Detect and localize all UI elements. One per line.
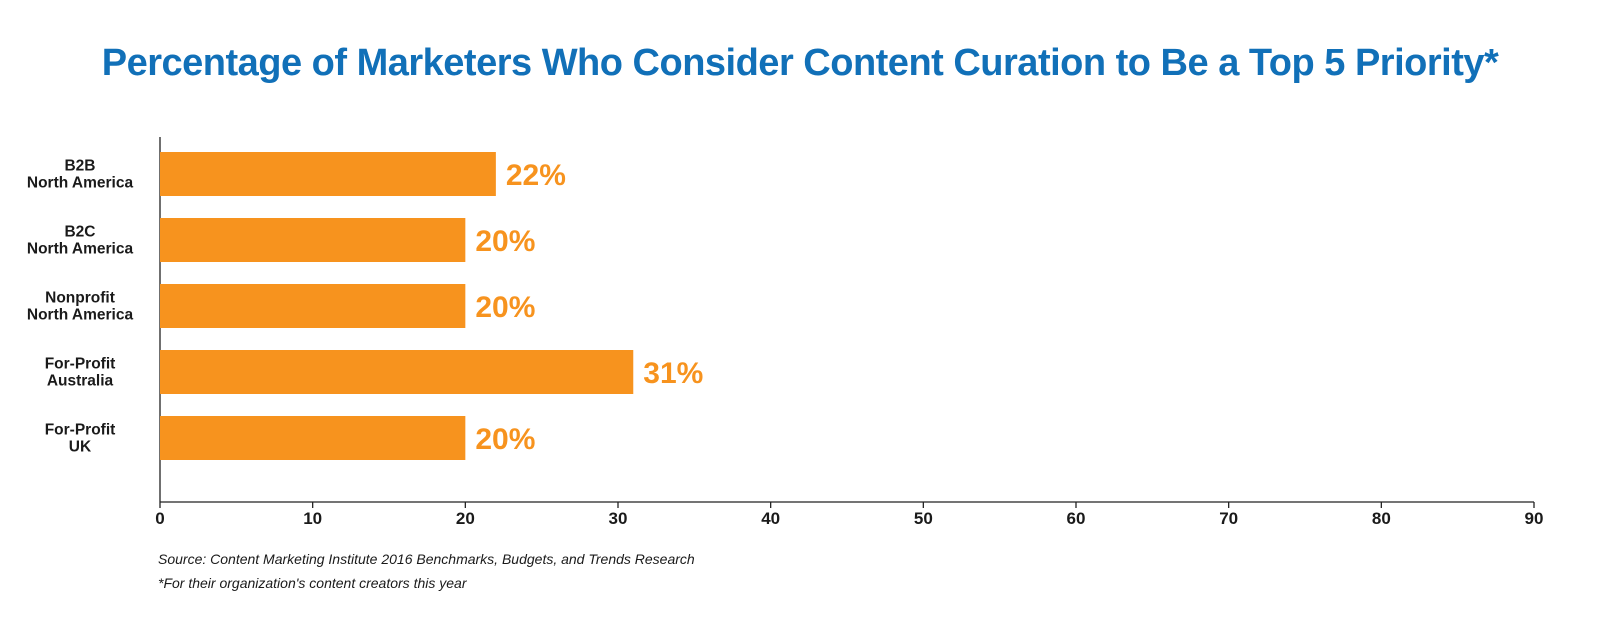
x-tick-label: 40 xyxy=(761,509,780,528)
value-label: 22% xyxy=(506,159,566,192)
value-label: 20% xyxy=(475,225,535,258)
x-tick-label: 90 xyxy=(1525,509,1544,528)
x-tick-label: 60 xyxy=(1067,509,1086,528)
bar xyxy=(160,218,466,262)
footnote: *For their organization's content creato… xyxy=(158,575,467,591)
category-label-line: For-Profit xyxy=(45,356,116,373)
category-label: B2C North America xyxy=(27,224,134,258)
x-tick-label: 10 xyxy=(303,509,322,528)
category-label-line: For-Profit xyxy=(45,422,116,439)
category-label: For-Profit UK xyxy=(45,422,116,456)
category-label-line: North America xyxy=(27,307,134,324)
category-label: Nonprofit North America xyxy=(27,290,134,324)
value-label: 20% xyxy=(475,423,535,456)
category-label-line: UK xyxy=(69,439,92,456)
category-label-line: North America xyxy=(27,175,134,192)
value-label: 31% xyxy=(643,357,703,390)
bar xyxy=(160,152,496,196)
x-tick-label: 70 xyxy=(1219,509,1238,528)
bar xyxy=(160,416,466,460)
x-tick-label: 80 xyxy=(1372,509,1391,528)
category-label: B2B North America xyxy=(27,158,134,192)
chart-title: Percentage of Marketers Who Consider Con… xyxy=(101,42,1499,84)
x-tick-label: 0 xyxy=(155,509,164,528)
x-tick-label: 20 xyxy=(456,509,475,528)
x-tick-label: 30 xyxy=(609,509,628,528)
category-label-line: B2C xyxy=(64,224,95,241)
source-note: Source: Content Marketing Institute 2016… xyxy=(158,551,695,567)
value-label: 20% xyxy=(475,291,535,324)
category-label-line: Nonprofit xyxy=(45,290,115,307)
category-label-line: B2B xyxy=(64,158,95,175)
category-label-line: North America xyxy=(27,241,134,258)
bar xyxy=(160,284,466,328)
bar xyxy=(160,350,634,394)
category-label-line: Australia xyxy=(47,373,114,390)
x-tick-label: 50 xyxy=(914,509,933,528)
category-label: For-Profit Australia xyxy=(45,356,116,390)
